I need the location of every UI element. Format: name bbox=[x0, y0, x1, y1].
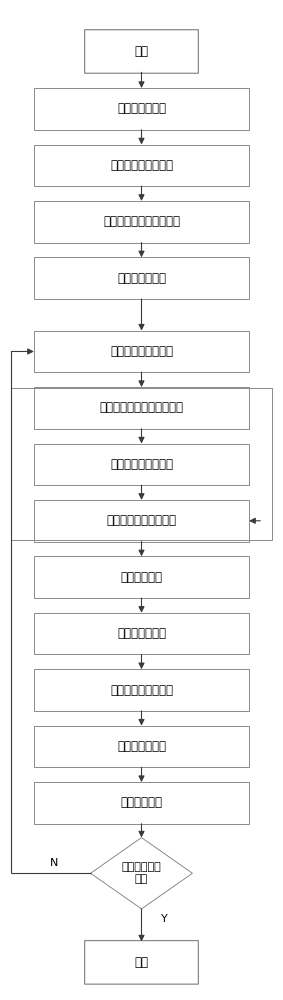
Polygon shape bbox=[91, 838, 192, 909]
Text: 结束: 结束 bbox=[134, 956, 149, 969]
Bar bbox=[34, 669, 249, 711]
Bar bbox=[34, 257, 249, 299]
Bar bbox=[34, 201, 249, 243]
Text: 殖民地国家灭亡: 殖民地国家灭亡 bbox=[117, 627, 166, 640]
Text: 殖民地向所属帝国移动: 殖民地向所属帝国移动 bbox=[106, 514, 177, 527]
Text: 计算帝国地理位置占有优势: 计算帝国地理位置占有优势 bbox=[100, 401, 183, 414]
Bar bbox=[34, 782, 249, 824]
Text: 帝国集团竞争: 帝国集团竞争 bbox=[121, 571, 162, 584]
Text: 弱势帝国的灭亡: 弱势帝国的灭亡 bbox=[117, 740, 166, 753]
Bar bbox=[34, 726, 249, 767]
FancyBboxPatch shape bbox=[85, 30, 198, 73]
Text: 初始化算法参数: 初始化算法参数 bbox=[117, 102, 166, 115]
Text: 殖民地归属地的确定: 殖民地归属地的确定 bbox=[110, 458, 173, 471]
Bar bbox=[11, 388, 272, 540]
Text: 计算帝国主义国家的势力: 计算帝国主义国家的势力 bbox=[103, 215, 180, 228]
Text: 是否满足停止
条件: 是否满足停止 条件 bbox=[122, 862, 161, 884]
Text: 计算帝国的相对势力: 计算帝国的相对势力 bbox=[110, 159, 173, 172]
Bar bbox=[34, 500, 249, 542]
Bar bbox=[34, 331, 249, 372]
Text: 初始化帝国集团: 初始化帝国集团 bbox=[117, 272, 166, 285]
Text: 新帝国的产生: 新帝国的产生 bbox=[121, 796, 162, 809]
Bar bbox=[34, 613, 249, 654]
FancyBboxPatch shape bbox=[85, 941, 198, 984]
Bar bbox=[34, 145, 249, 186]
Text: 开始: 开始 bbox=[134, 45, 149, 58]
Text: N: N bbox=[50, 858, 58, 868]
Bar bbox=[34, 387, 249, 429]
Text: 计算帝国集团总势力: 计算帝国集团总势力 bbox=[110, 345, 173, 358]
Bar bbox=[34, 556, 249, 598]
Text: 新殖民地国家的产生: 新殖民地国家的产生 bbox=[110, 684, 173, 697]
Bar bbox=[34, 88, 249, 130]
Bar bbox=[34, 444, 249, 485]
Text: Y: Y bbox=[161, 914, 168, 924]
